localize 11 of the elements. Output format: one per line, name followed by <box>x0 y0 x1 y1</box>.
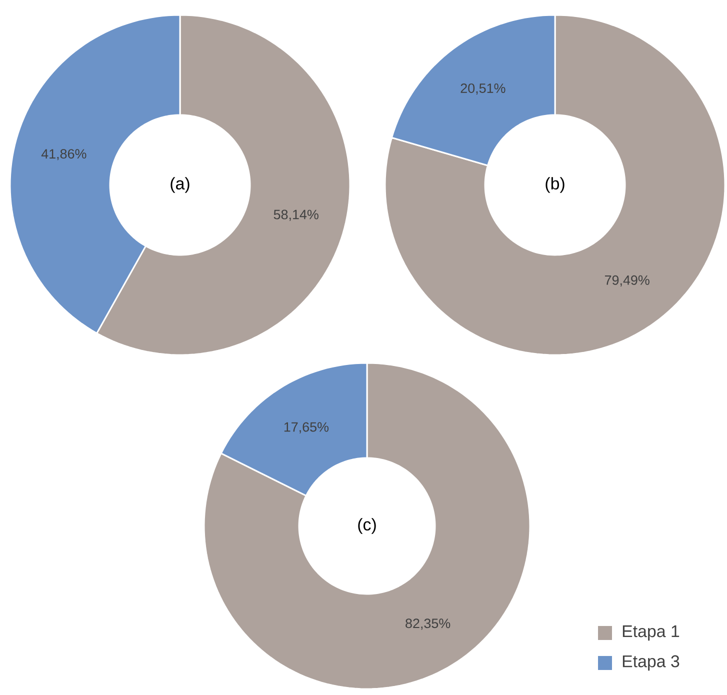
data-label: 20,51% <box>460 83 506 95</box>
legend-label: Etapa 1 <box>622 625 680 641</box>
text: (a) <box>170 177 190 193</box>
data-label: 17,65% <box>284 422 329 434</box>
data-label: 82,35% <box>406 618 450 630</box>
legend-label: Etapa 3 <box>622 655 680 671</box>
text: (b) <box>546 177 564 193</box>
data-label: 79,49% <box>604 275 650 286</box>
data-label: 58,14% <box>274 210 318 221</box>
text: (c) <box>358 518 376 534</box>
data-label: 41,86% <box>41 149 86 160</box>
